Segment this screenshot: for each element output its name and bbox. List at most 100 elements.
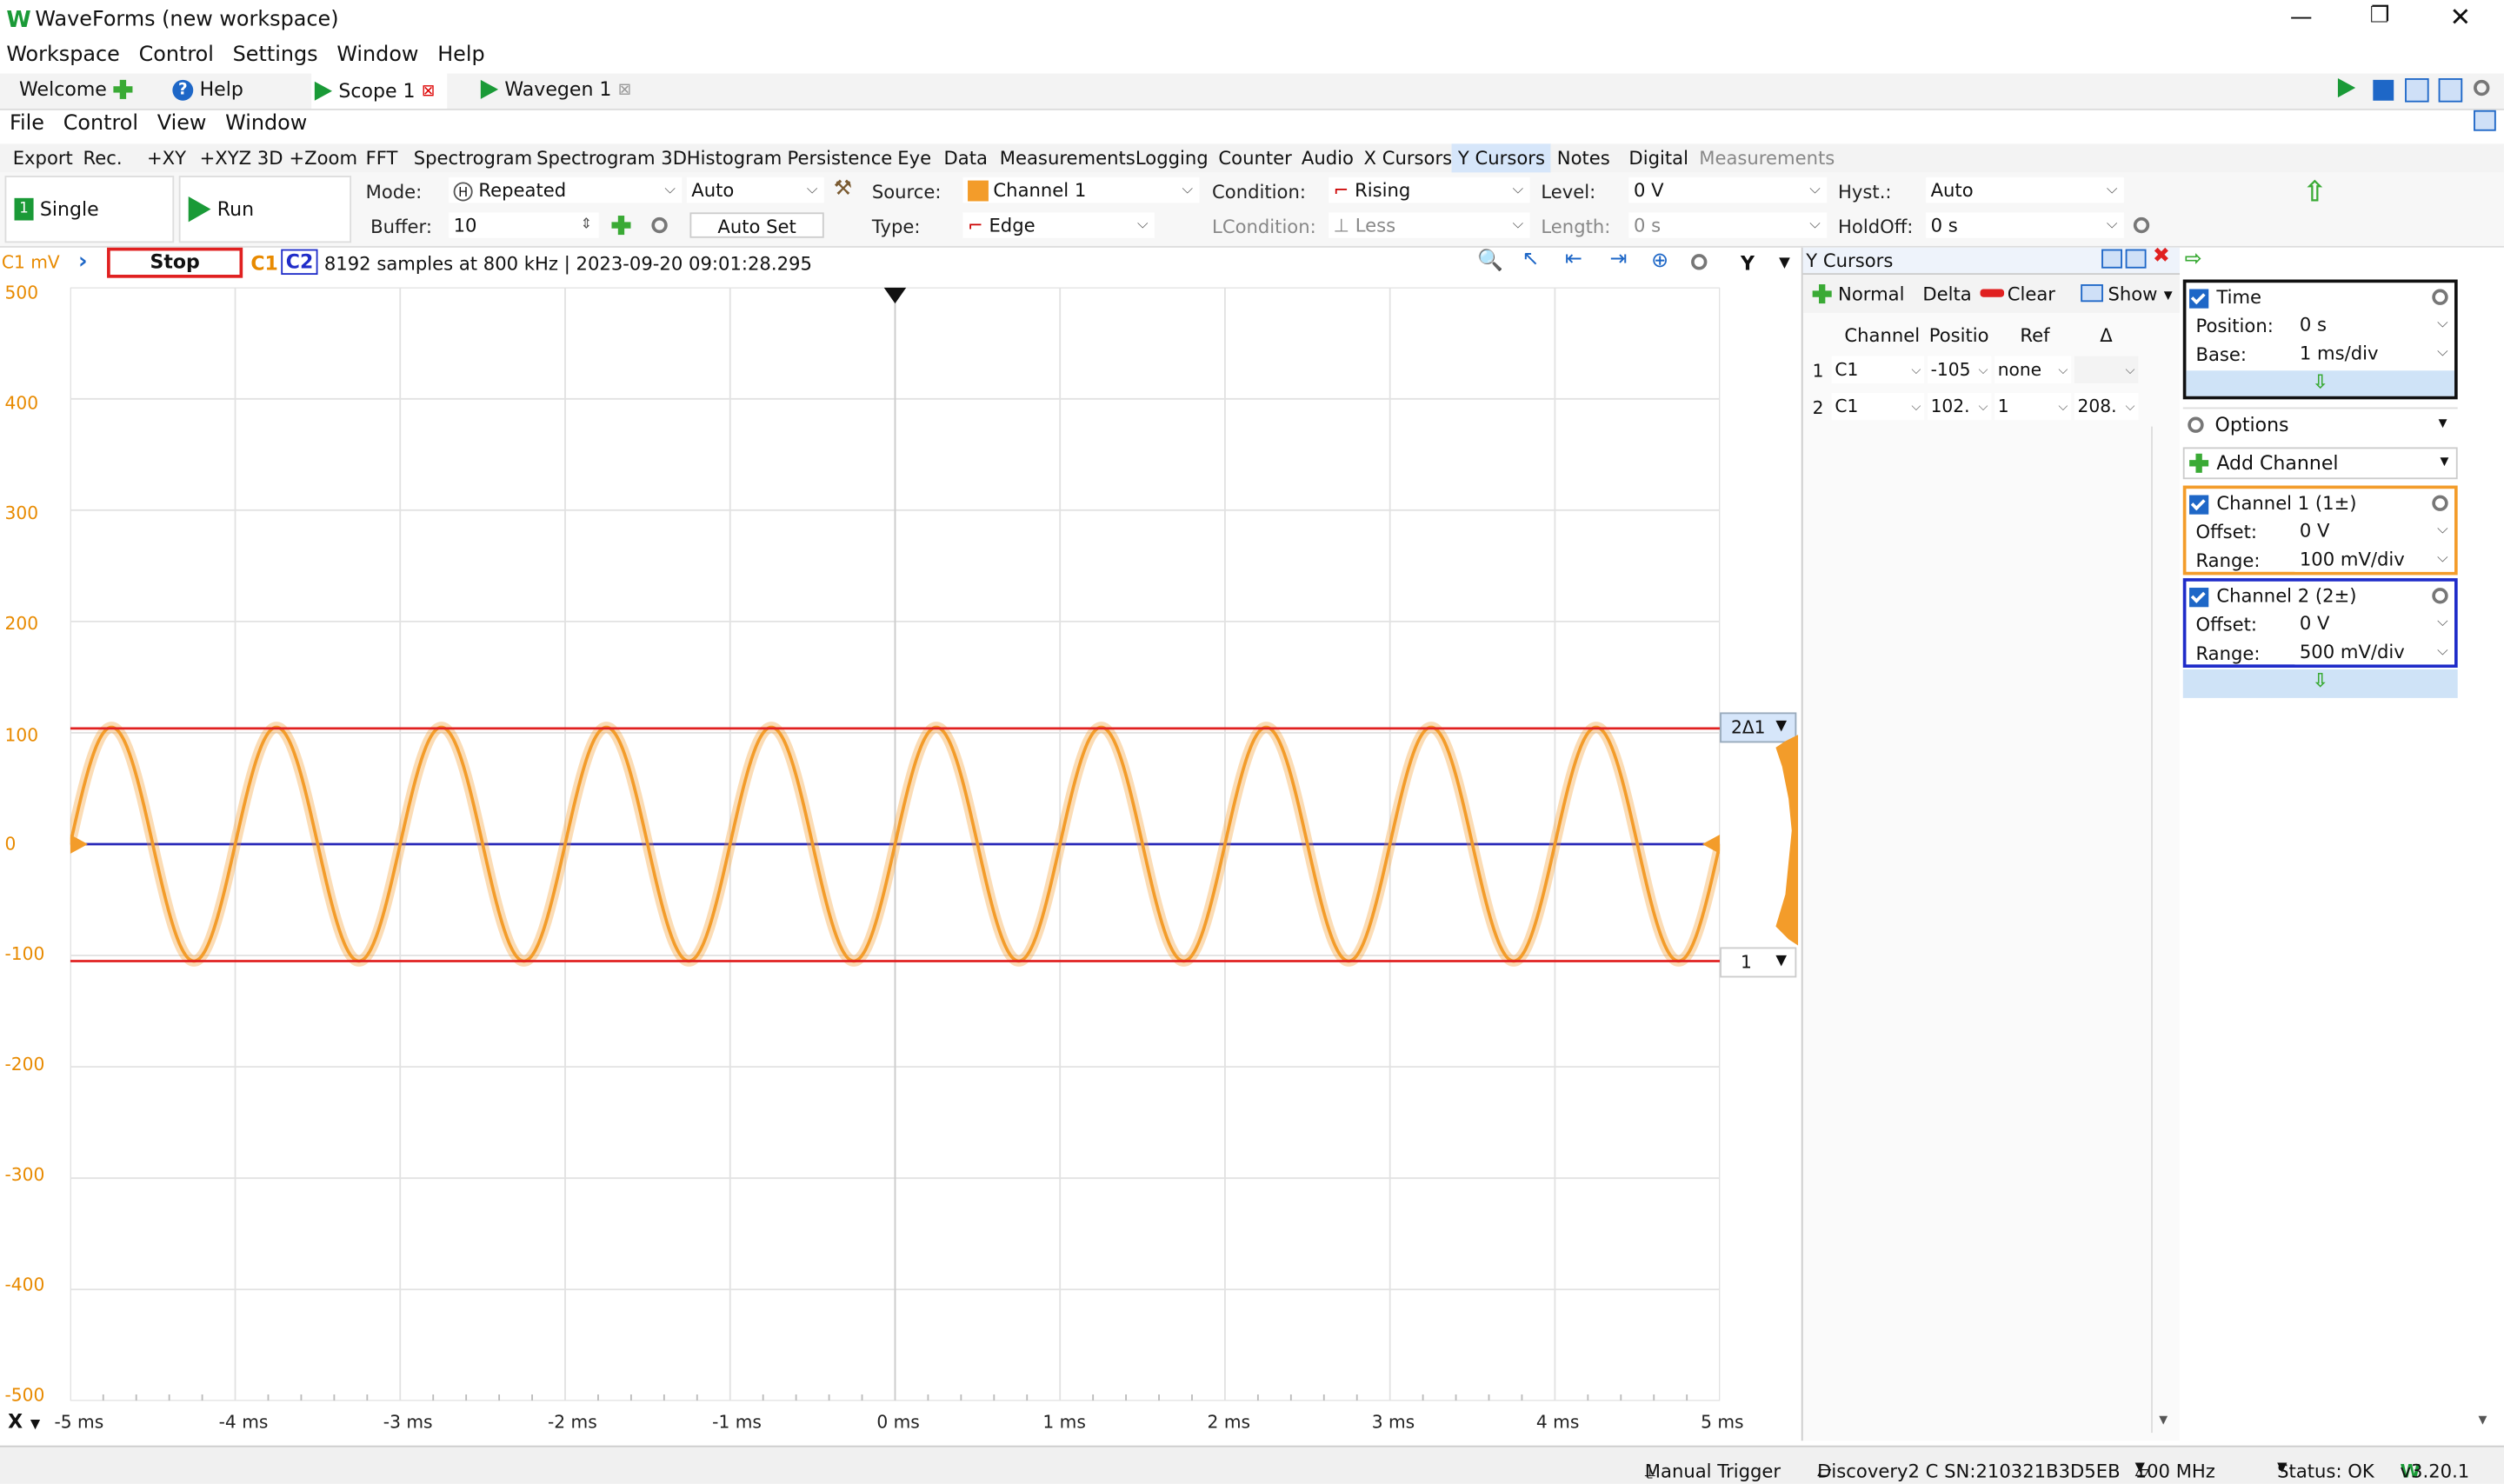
restore-icon[interactable]: ❐ — [2369, 3, 2390, 30]
vertical-cursor-icon[interactable]: ⇥ — [1609, 247, 1628, 272]
hammer-icon[interactable]: ⚒ — [833, 176, 853, 202]
hyst-input[interactable]: Auto ⌵ — [1926, 176, 2124, 203]
toolbar-eye[interactable]: Eye — [897, 147, 932, 170]
toolbar-data[interactable]: Data — [943, 147, 988, 170]
x-axis-button[interactable]: X — [8, 1410, 23, 1434]
tab-help[interactable]: ? Help — [172, 78, 243, 101]
toolbar-spectrogram[interactable]: Spectrogram — [413, 147, 533, 170]
stop-all-icon[interactable] — [2373, 79, 2394, 101]
buffer-gear-icon[interactable] — [651, 216, 668, 238]
toolbar-notes[interactable]: Notes — [1556, 147, 1610, 170]
channel1-range-input[interactable]: 100 mV/div ⌵ — [2294, 548, 2455, 572]
show-cursors-button[interactable]: Show — [2108, 283, 2158, 305]
toolbar-measurements-digital[interactable]: Measurements — [1699, 147, 1835, 170]
lcondition-select[interactable]: ⊥ Less ⌵ — [1329, 212, 1530, 238]
toolbar-xyz3d[interactable]: +XYZ 3D — [199, 147, 283, 170]
menu-settings[interactable]: Settings — [232, 43, 318, 68]
channel2-offset-input[interactable]: 0 V ⌵ — [2294, 611, 2455, 636]
collapse-up-icon[interactable]: ⇧ — [2302, 176, 2328, 210]
channel1-gear-icon[interactable] — [2432, 494, 2448, 516]
add-buffer-icon[interactable] — [611, 216, 631, 236]
settings-gear-icon[interactable] — [2474, 78, 2490, 101]
channel1-offset-input[interactable]: 0 V ⌵ — [2294, 519, 2455, 543]
tab-scope[interactable]: Scope 1 ⊠ — [311, 73, 449, 109]
chevron-down-icon[interactable]: ▼ — [2163, 289, 2173, 303]
cursor-ref-select[interactable]: 1 ⌵ — [1995, 392, 2072, 421]
time-base-input[interactable]: 1 ms/div ⌵ — [2294, 342, 2455, 366]
trigger-gear-icon[interactable] — [2133, 216, 2150, 238]
toolbar-rec[interactable]: Rec. — [83, 147, 123, 170]
tab-welcome[interactable]: Welcome — [19, 78, 133, 101]
stop-status-button[interactable]: Stop — [107, 247, 243, 278]
mode-select[interactable]: H Repeated ⌵ — [449, 176, 683, 203]
add-tab-icon[interactable] — [113, 79, 133, 99]
chevron-down-icon[interactable]: ▼ — [1775, 718, 1788, 735]
expand-channels-icon[interactable]: ⇩ — [2182, 669, 2458, 698]
add-channel-button[interactable]: Add Channel ▼ — [2182, 447, 2458, 480]
close-tab-icon[interactable]: ⊠ — [617, 80, 632, 98]
chevron-right-icon[interactable]: › — [77, 249, 88, 276]
run-button[interactable]: Run — [178, 176, 352, 243]
channel2-toggle[interactable]: C2 — [281, 249, 318, 276]
add-normal-cursor-button[interactable]: Normal — [1838, 283, 1905, 305]
undock-icon[interactable] — [2101, 249, 2122, 269]
menu-workspace[interactable]: Workspace — [6, 43, 120, 68]
toolbar-xcursors[interactable]: X Cursors — [1363, 147, 1453, 170]
autoset-button[interactable]: Auto Set — [689, 212, 824, 238]
toolbar-audio[interactable]: Audio — [1301, 147, 1354, 170]
time-checkbox[interactable] — [2189, 288, 2209, 308]
close-panel-icon[interactable]: ✖ — [2152, 244, 2170, 269]
cursor-position-input[interactable]: -105 ⌵ — [1927, 356, 1992, 383]
cursor-position-input[interactable]: 102. ⌵ — [1927, 392, 1992, 421]
cursor-1-label[interactable]: 1 — [1720, 947, 1797, 978]
source-select[interactable]: Channel 1 ⌵ — [962, 176, 1200, 203]
options-row[interactable]: Options ▼ — [2182, 407, 2458, 442]
cursor-channel-select[interactable]: C1 ⌵ — [1831, 356, 1925, 383]
cursor-ref-select[interactable]: none ⌵ — [1995, 356, 2072, 383]
toolbar-histogram[interactable]: Histogram — [686, 147, 782, 170]
add-delta-cursor-button[interactable]: Delta — [1922, 283, 1972, 305]
zoom-icon[interactable]: 🔍 — [1476, 249, 1503, 274]
expand-down-icon[interactable]: ⇩ — [2186, 370, 2455, 396]
channel2-gear-icon[interactable] — [2432, 586, 2448, 609]
dock-icon[interactable] — [2474, 110, 2496, 131]
toolbar-logging[interactable]: Logging — [1135, 147, 1209, 170]
chevron-down-icon[interactable]: ▼ — [30, 1416, 41, 1432]
toolbar-counter[interactable]: Counter — [1218, 147, 1292, 170]
scroll-down-icon[interactable]: ▼ — [2159, 1414, 2168, 1427]
scope-menu-window[interactable]: Window — [225, 111, 308, 136]
toolbar-persistence[interactable]: Persistence — [787, 147, 893, 170]
layout-split-icon[interactable] — [2438, 78, 2463, 103]
maximize-panel-icon[interactable] — [2125, 249, 2147, 269]
length-input[interactable]: 0 s ⌵ — [1628, 212, 1828, 238]
trigger-mode-select[interactable]: Auto ⌵ — [686, 176, 824, 203]
time-position-input[interactable]: 0 s ⌵ — [2294, 313, 2455, 337]
menu-control[interactable]: Control — [138, 43, 214, 68]
cursor-delta-label[interactable]: 2Δ1 — [1720, 712, 1797, 743]
chevron-down-icon[interactable]: ▼ — [1775, 953, 1788, 970]
plot-gear-icon[interactable] — [1691, 252, 1708, 275]
scope-menu-control[interactable]: Control — [63, 111, 139, 136]
toolbar-digital[interactable]: Digital — [1628, 147, 1688, 170]
menu-window[interactable]: Window — [336, 43, 419, 68]
single-button[interactable]: 1 Single — [4, 176, 175, 243]
layout-icon[interactable] — [2405, 78, 2429, 103]
close-tab-icon[interactable]: ⊠ — [421, 82, 436, 100]
toolbar-export[interactable]: Export — [12, 147, 73, 170]
scope-menu-view[interactable]: View — [156, 111, 207, 136]
chevron-down-icon[interactable]: ▼ — [1779, 255, 1790, 272]
channel2-checkbox[interactable] — [2189, 587, 2209, 607]
tab-wavegen[interactable]: Wavegen 1 ⊠ — [480, 78, 632, 101]
toolbar-measurements[interactable]: Measurements — [999, 147, 1135, 170]
zoom-fit-icon[interactable]: ⊕ — [1651, 249, 1669, 274]
holdoff-input[interactable]: 0 s ⌵ — [1926, 212, 2124, 238]
minimize-icon[interactable]: — — [2289, 4, 2313, 30]
oscilloscope-plot[interactable] — [70, 287, 1721, 1401]
clear-cursors-button[interactable]: Clear — [2007, 283, 2055, 305]
y-axis-button[interactable]: Y — [1741, 252, 1755, 276]
menu-help[interactable]: Help — [437, 43, 485, 68]
channel2-range-input[interactable]: 500 mV/div ⌵ — [2294, 640, 2455, 665]
toolbar-zoom[interactable]: +Zoom — [289, 147, 358, 170]
collapse-right-icon[interactable]: ⇨ — [2184, 247, 2202, 272]
run-all-icon[interactable] — [2337, 78, 2356, 103]
